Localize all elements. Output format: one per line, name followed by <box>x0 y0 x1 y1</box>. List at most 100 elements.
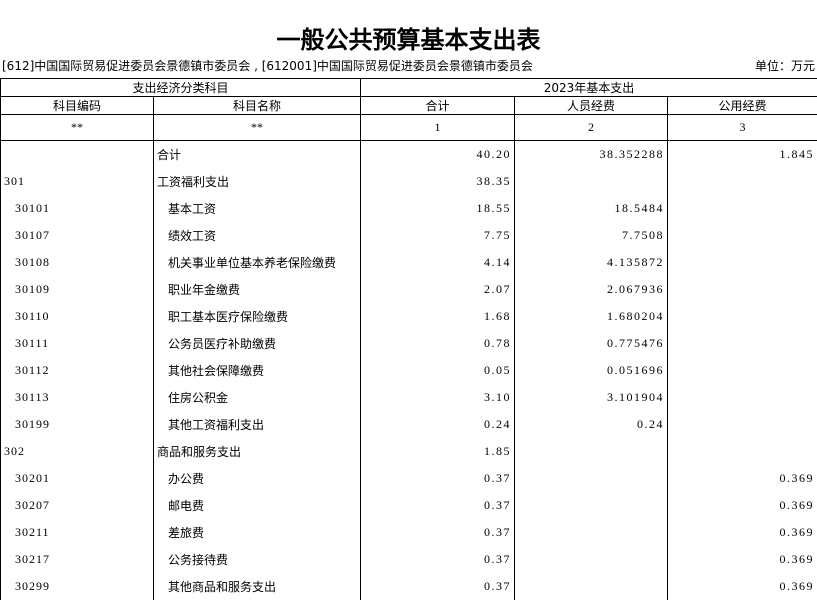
cell: 18.5484 <box>514 195 669 222</box>
column-header-row: 科目编码 科目名称 合计 人员经费 公用经费 <box>0 96 817 115</box>
data-row: 合计 40.20 38.352288 1.845 <box>0 140 817 168</box>
cell: 0.37 <box>360 573 516 600</box>
cell: 40.20 <box>360 140 516 168</box>
cell: 0.369 <box>667 546 817 573</box>
title: 一般公共预算基本支出表 <box>276 25 541 54</box>
cell <box>514 168 669 195</box>
cell: 4.135872 <box>514 249 669 276</box>
cell: 支出经济分类科目 <box>0 78 362 97</box>
cell: 绩效工资 <box>152 222 362 249</box>
data-row: 30201 办公费 0.37 0.369 <box>0 465 817 492</box>
cell: 职业年金缴费 <box>152 276 362 303</box>
cell: 人员经费 <box>514 96 669 115</box>
data-row: 301 工资福利支出 38.35 <box>0 168 817 195</box>
cell: 4.14 <box>360 249 516 276</box>
cell: 38.35 <box>360 168 516 195</box>
cell <box>514 546 669 573</box>
column-number-row: ** ** 1 2 3 <box>0 114 817 141</box>
cell: 1.680204 <box>514 303 669 330</box>
cell: 2023年基本支出 <box>360 78 817 97</box>
cell <box>667 195 817 222</box>
cell: 30112 <box>0 357 154 384</box>
cell: 办公费 <box>152 465 362 492</box>
cell <box>514 573 669 600</box>
cell: 302 <box>0 438 154 465</box>
cell: 3.101904 <box>514 384 669 411</box>
cell: 3 <box>667 114 817 141</box>
cell <box>667 384 817 411</box>
cell: 工资福利支出 <box>152 168 362 195</box>
cell: 30101 <box>0 195 154 222</box>
data-row: 30109 职业年金缴费 2.07 2.067936 <box>0 276 817 303</box>
data-row: 30111 公务员医疗补助缴费 0.78 0.775476 <box>0 330 817 357</box>
cell: 3.10 <box>360 384 516 411</box>
cell <box>667 330 817 357</box>
data-row: 302 商品和服务支出 1.85 <box>0 438 817 465</box>
cell: 0.369 <box>667 519 817 546</box>
cell: 1.68 <box>360 303 516 330</box>
cell <box>667 276 817 303</box>
cell: 7.7508 <box>514 222 669 249</box>
cell: 0.78 <box>360 330 516 357</box>
data-row: 30107 绩效工资 7.75 7.7508 <box>0 222 817 249</box>
cell <box>667 303 817 330</box>
cell: 1.845 <box>667 140 817 168</box>
cell <box>667 222 817 249</box>
unit: 单位：万元 <box>754 59 815 73</box>
cell: 30107 <box>0 222 154 249</box>
cell: ** <box>152 114 362 141</box>
cell: 18.55 <box>360 195 516 222</box>
cell: 30299 <box>0 573 154 600</box>
cell: 30211 <box>0 519 154 546</box>
cell <box>514 465 669 492</box>
cell: 0.24 <box>514 411 669 438</box>
cell: 其他社会保障缴费 <box>152 357 362 384</box>
cell: 30110 <box>0 303 154 330</box>
cell: 1 <box>360 114 516 141</box>
cell: 0.051696 <box>514 357 669 384</box>
data-row: 30199 其他工资福利支出 0.24 0.24 <box>0 411 817 438</box>
cell: 2.07 <box>360 276 516 303</box>
cell: 301 <box>0 168 154 195</box>
data-row: 30299 其他商品和服务支出 0.37 0.369 <box>0 573 817 600</box>
data-row: 30101 基本工资 18.55 18.5484 <box>0 195 817 222</box>
cell <box>514 438 669 465</box>
budget-table: 支出经济分类科目 2023年基本支出 科目编码 科目名称 合计 人员经费 公用经费 ** ** 1… <box>0 78 817 600</box>
cell: 30111 <box>0 330 154 357</box>
cell: 邮电费 <box>152 492 362 519</box>
cell: 0.369 <box>667 465 817 492</box>
data-row: 30217 公务接待费 0.37 0.369 <box>0 546 817 573</box>
cell: 公务接待费 <box>152 546 362 573</box>
cell: 科目名称 <box>152 96 362 115</box>
data-row: 30207 邮电费 0.37 0.369 <box>0 492 817 519</box>
organization: [612]中国国际贸易促进委员会景德镇市委员会 , [612001]中国国际贸易… <box>2 59 533 73</box>
cell: 2.067936 <box>514 276 669 303</box>
cell: 30207 <box>0 492 154 519</box>
cell: 职工基本医疗保险缴费 <box>152 303 362 330</box>
cell: 30109 <box>0 276 154 303</box>
cell: 合计 <box>152 140 362 168</box>
cell: 公用经费 <box>667 96 817 115</box>
cell: 0.369 <box>667 492 817 519</box>
cell: 0.369 <box>667 573 817 600</box>
data-row: 30110 职工基本医疗保险缴费 1.68 1.680204 <box>0 303 817 330</box>
cell: 0.37 <box>360 465 516 492</box>
cell: 0.24 <box>360 411 516 438</box>
cell: 0.775476 <box>514 330 669 357</box>
cell: 7.75 <box>360 222 516 249</box>
cell <box>667 438 817 465</box>
data-row: 30112 其他社会保障缴费 0.05 0.051696 <box>0 357 817 384</box>
data-row: 30113 住房公积金 3.10 3.101904 <box>0 384 817 411</box>
cell: 30217 <box>0 546 154 573</box>
data-row: 30108 机关事业单位基本养老保险缴费 4.14 4.135872 <box>0 249 817 276</box>
cell <box>514 519 669 546</box>
data-row: 30211 差旅费 0.37 0.369 <box>0 519 817 546</box>
cell: 0.37 <box>360 492 516 519</box>
cell: 30113 <box>0 384 154 411</box>
cell: 0.37 <box>360 519 516 546</box>
cell: 0.37 <box>360 546 516 573</box>
cell: 机关事业单位基本养老保险缴费 <box>152 249 362 276</box>
cell: 38.352288 <box>514 140 669 168</box>
cell: 0.05 <box>360 357 516 384</box>
